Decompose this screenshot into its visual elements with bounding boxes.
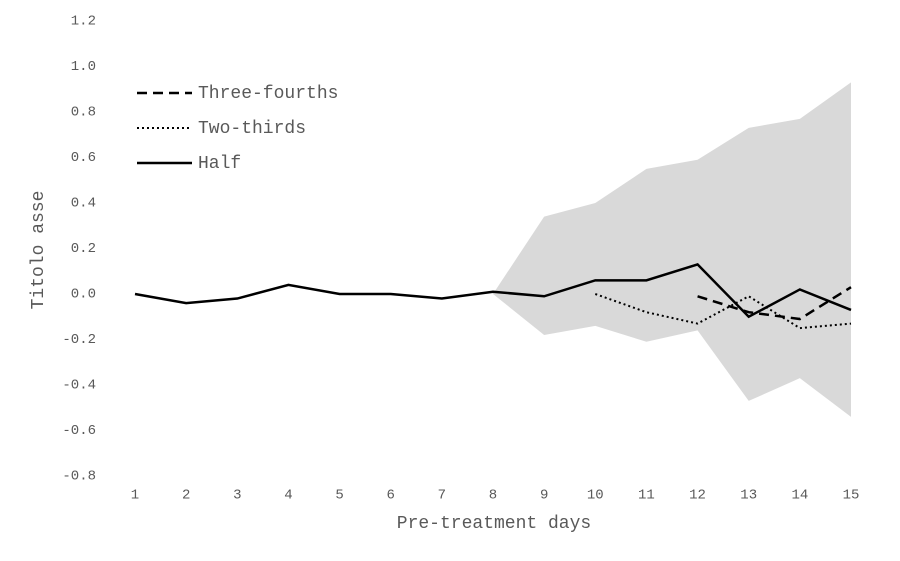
x-tick-label: 12 <box>689 488 706 504</box>
x-tick-label: 15 <box>843 488 860 504</box>
x-tick-label: 13 <box>740 488 757 504</box>
x-tick-label: 14 <box>791 488 808 504</box>
y-tick-label: -0.4 <box>62 378 96 394</box>
series-line <box>697 286 852 321</box>
y-axis-title: Titolo asse <box>29 191 49 310</box>
legend-label: Two-thirds <box>198 119 306 139</box>
y-tick-label: 0.4 <box>71 196 96 212</box>
y-tick-label: 1.2 <box>71 14 96 30</box>
y-tick-label: -0.8 <box>62 469 96 485</box>
x-tick-label: 9 <box>540 488 548 504</box>
y-tick-label: -0.6 <box>62 423 96 439</box>
series-line <box>134 263 852 319</box>
y-tick-label: -0.2 <box>62 332 96 348</box>
x-tick-label: 8 <box>489 488 497 504</box>
y-tick-label: 0.0 <box>71 287 96 303</box>
x-tick-label: 7 <box>438 488 446 504</box>
y-tick-label: 0.6 <box>71 150 96 166</box>
y-tick-label: 1.0 <box>71 59 96 75</box>
x-tick-label: 2 <box>182 488 190 504</box>
x-tick-label: 4 <box>284 488 292 504</box>
x-tick-label: 6 <box>387 488 395 504</box>
band-area <box>493 82 851 417</box>
y-tick-label: 0.8 <box>71 105 96 121</box>
x-tick-label: 11 <box>638 488 655 504</box>
x-tick-label: 10 <box>587 488 604 504</box>
x-axis-title: Pre-treatment days <box>397 514 591 534</box>
x-tick-label: 1 <box>131 488 139 504</box>
y-tick-label: 0.2 <box>71 241 96 257</box>
legend-label: Half <box>198 154 241 174</box>
series-line <box>594 293 852 330</box>
x-tick-label: 5 <box>335 488 343 504</box>
x-tick-label: 3 <box>233 488 241 504</box>
legend-label: Three-fourths <box>198 84 338 104</box>
